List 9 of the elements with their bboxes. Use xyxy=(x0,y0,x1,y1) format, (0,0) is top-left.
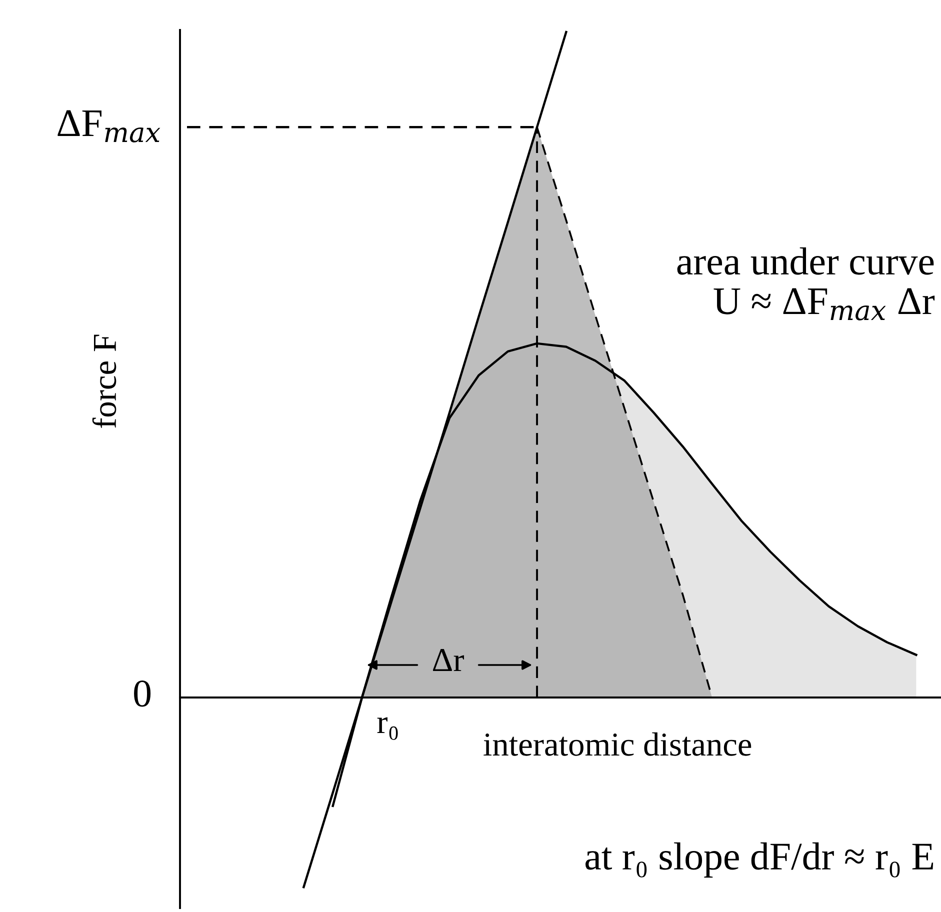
y-axis-title: force F xyxy=(92,334,116,428)
annotation: area under curve xyxy=(677,247,934,275)
text: 0 xyxy=(134,680,151,707)
text: ΔF$_{max}$ xyxy=(58,110,160,142)
annotation: Δr xyxy=(433,649,464,672)
annotation: r₀ xyxy=(377,717,398,740)
x-axis-title: interatomic distance xyxy=(484,732,752,756)
annotation: U ≈ ΔF$_{max}$ Δr xyxy=(714,288,935,320)
annotation: at r₀ slope dF/dr ≈ r₀ E xyxy=(586,842,934,878)
